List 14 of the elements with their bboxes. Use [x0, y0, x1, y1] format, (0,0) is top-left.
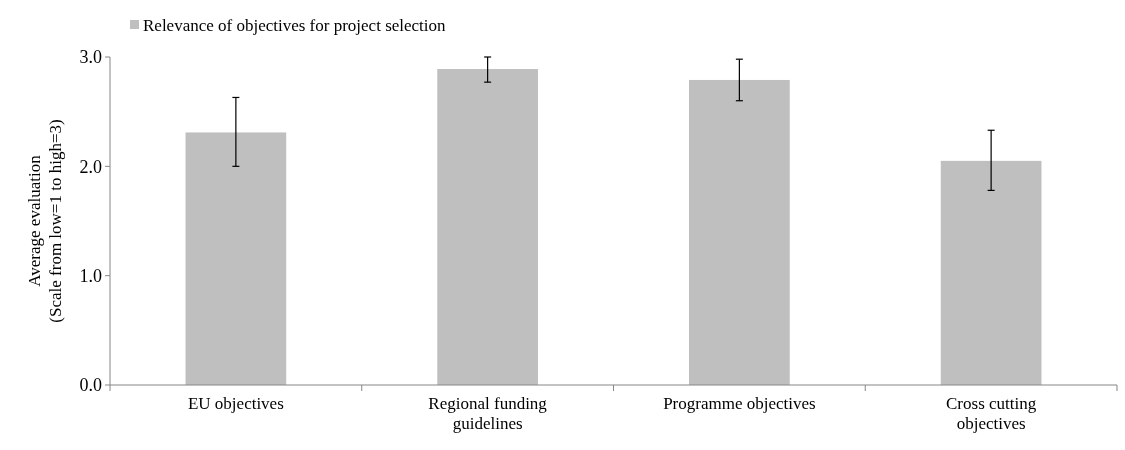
y-tick-label: 0.0: [79, 375, 102, 396]
legend-label: Relevance of objectives for project selection: [143, 15, 447, 35]
x-tick-label: EU objectives: [187, 394, 284, 413]
y-tick-label: 2.0: [79, 156, 102, 177]
y-axis-title: Average evaluation (Scale from low=1 to high=3): [25, 119, 65, 323]
bar: [437, 69, 538, 385]
y-tick-label: 3.0: [79, 47, 102, 68]
y-tick-label: 1.0: [79, 265, 102, 286]
bar: [940, 160, 1042, 385]
bar: [689, 79, 790, 385]
bar: [185, 132, 287, 385]
x-tick-label: Programme objectives: [663, 394, 816, 413]
x-tick-label: Cross cutting objectives: [946, 394, 1037, 433]
x-tick-label: Regional funding guidelines: [428, 394, 548, 433]
